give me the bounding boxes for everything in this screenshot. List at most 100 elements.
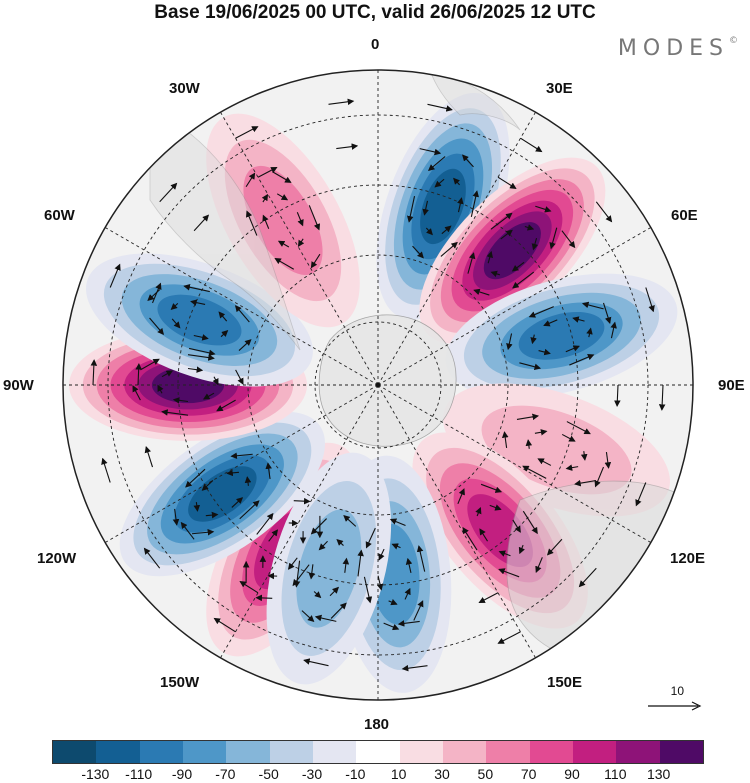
modes-logo: MODES© [617, 36, 738, 61]
wind-arrow [151, 282, 162, 304]
map-title: Base 19/06/2025 00 UTC, valid 26/06/2025… [154, 2, 596, 23]
wind-arrow [531, 237, 539, 251]
wind-arrow [566, 421, 591, 435]
colorbar-tick-label: -90 [171, 766, 193, 782]
wind-arrow [274, 257, 295, 270]
wind-arrow [489, 504, 502, 511]
colorbar-tick-label: 70 [520, 766, 537, 782]
wind-arrow [255, 594, 273, 602]
wind-arrow [486, 250, 493, 264]
wind-arrow [467, 252, 476, 274]
colorbar-tick-label: 130 [646, 766, 671, 782]
meridian-line [377, 107, 539, 386]
wind-arrow [159, 182, 178, 203]
wind-arrow [330, 602, 347, 619]
lon-label-150w: 150W [160, 674, 200, 691]
colorbar-segment [269, 741, 313, 763]
colorbar-tick-label: -10 [345, 766, 366, 782]
wind-arrow [90, 359, 98, 386]
wind-arrow [245, 172, 256, 188]
wind-arrow [357, 549, 364, 577]
colorbar-tick-label: -110 [125, 766, 153, 782]
wind-arrow [586, 327, 593, 338]
colorbar-segment [96, 741, 140, 763]
wind-arrow [524, 224, 535, 231]
wind-arrow [143, 547, 161, 569]
wind-arrow [267, 572, 278, 580]
wind-arrow [440, 241, 458, 257]
wind-arrow [218, 311, 228, 322]
wind-arrow [604, 451, 612, 469]
wind-arrow [475, 506, 482, 517]
wind-arrow [614, 384, 621, 407]
colorbar-tick-label: -50 [258, 766, 279, 782]
meridian-line [377, 224, 656, 386]
wind-arrow [256, 512, 274, 535]
negative-anomaly [266, 452, 392, 685]
wind-arrow [490, 212, 513, 230]
anomaly-contour [420, 168, 466, 245]
wind-arrow [293, 560, 301, 588]
wind-arrow [594, 466, 605, 488]
wind-arrow [190, 299, 206, 306]
wind-arrow [519, 362, 542, 370]
wind-arrow [461, 154, 474, 168]
anomaly-contour [296, 509, 362, 628]
wind-arrow [535, 557, 543, 573]
wind-arrow [301, 610, 315, 623]
colorbar-segment [616, 741, 660, 763]
wind-arrow [262, 214, 270, 229]
wind-arrow [147, 289, 161, 301]
wind-arrow [299, 531, 307, 544]
wind-arrow [238, 339, 252, 351]
wind-arrow [535, 205, 552, 213]
wind-arrow [242, 560, 250, 584]
wind-arrow [171, 318, 181, 329]
wind-arrow [574, 479, 597, 487]
wind-arrow [530, 334, 537, 345]
wind-arrow [427, 156, 446, 171]
wind-arrow [239, 500, 260, 520]
wind-arrow [425, 227, 433, 236]
wind-arrow [193, 502, 201, 512]
wind-arrow [479, 528, 489, 542]
reference-vector-label: 10 [670, 684, 684, 698]
anomaly-contour [188, 466, 257, 522]
anomaly-contour [483, 222, 541, 280]
wind-arrow [497, 176, 517, 189]
wind-arrow [328, 98, 355, 106]
colorbar-segment [399, 741, 443, 763]
wind-arrow [561, 230, 576, 249]
colorbar-segment [442, 741, 487, 763]
wind-arrow [193, 214, 210, 232]
wind-arrow [572, 316, 585, 323]
wind-arrow [512, 519, 521, 533]
wind-arrow [500, 229, 513, 240]
wind-arrow [389, 518, 406, 527]
colorbar-tick-label: 110 [604, 766, 627, 782]
wind-arrow [427, 103, 453, 112]
wind-arrow [422, 200, 429, 216]
wind-arrow [406, 196, 416, 223]
lon-label-30e: 30E [546, 80, 573, 97]
wind-arrow [202, 392, 215, 400]
wind-arrow [405, 557, 413, 573]
colorbar-tick-label: 90 [564, 766, 580, 782]
wind-arrow [205, 511, 219, 519]
wind-arrow [376, 575, 384, 591]
wind-arrow [288, 519, 299, 527]
colorbar [52, 740, 704, 764]
wind-arrow [193, 334, 209, 341]
wind-arrow [497, 631, 521, 644]
wind-arrow [457, 197, 464, 213]
lon-label-90e: 90E [718, 377, 745, 394]
wind-arrow [549, 227, 558, 250]
wind-arrow [522, 465, 547, 479]
negative-anomaly [119, 411, 325, 577]
wind-arrow [565, 345, 580, 353]
wind-arrow [226, 469, 239, 477]
lon-label-120w: 120W [37, 550, 77, 567]
wind-arrow [213, 617, 236, 633]
wind-arrow [157, 384, 164, 394]
